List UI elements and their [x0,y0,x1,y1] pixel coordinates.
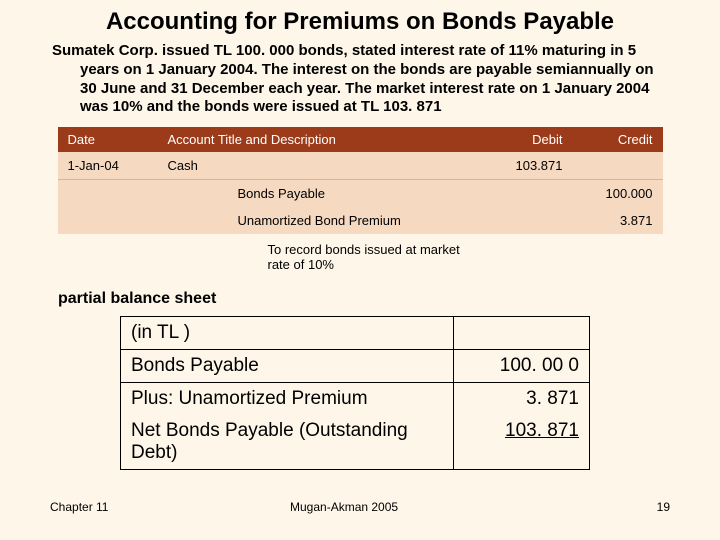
cell-credit: 3.871 [573,207,663,234]
footer-chapter: Chapter 11 [50,500,108,514]
cell-debit: 103.871 [483,152,573,180]
table-row: Unamortized Bond Premium 3.871 [58,207,663,234]
balance-header-val [454,317,590,350]
col-desc: Account Title and Description [158,127,483,152]
cell-debit [483,207,573,234]
balance-table: (in TL ) Bonds Payable 100. 00 0 Plus: U… [120,316,590,470]
table-row: Net Bonds Payable (Outstanding Debt) 103… [121,415,590,470]
table-row: (in TL ) [121,317,590,350]
cell-date [58,180,158,208]
cell-debit [483,180,573,208]
balance-header: (in TL ) [121,317,454,350]
journal-memo: To record bonds issued at market rate of… [158,234,483,280]
balance-val: 3. 871 [454,383,590,416]
journal-header-row: Date Account Title and Description Debit… [58,127,663,152]
cell-credit [573,152,663,180]
col-debit: Debit [483,127,573,152]
cell-credit: 100.000 [573,180,663,208]
page-title: Accounting for Premiums on Bonds Payable [50,8,670,36]
footer-page-number: 19 [657,500,670,514]
journal-memo-row: To record bonds issued at market rate of… [58,234,663,280]
balance-val: 100. 00 0 [454,350,590,383]
balance-label: Bonds Payable [121,350,454,383]
table-row: Plus: Unamortized Premium 3. 871 [121,383,590,416]
cell-date [58,207,158,234]
cell-desc: Cash [158,152,483,180]
table-row: Bonds Payable 100. 00 0 [121,350,590,383]
table-row: 1-Jan-04 Cash 103.871 [58,152,663,180]
balance-label: Net Bonds Payable (Outstanding Debt) [121,415,454,470]
cell-date: 1-Jan-04 [58,152,158,180]
balance-val: 103. 871 [454,415,590,470]
table-row: Bonds Payable 100.000 [58,180,663,208]
balance-label: Plus: Unamortized Premium [121,383,454,416]
cell-desc: Bonds Payable [158,180,483,208]
cell-desc: Unamortized Bond Premium [158,207,483,234]
footer-author: Mugan-Akman 2005 [290,500,398,514]
col-date: Date [58,127,158,152]
partial-balance-label: partial balance sheet [58,290,670,308]
body-text: Sumatek Corp. issued TL 100. 000 bonds, … [52,42,670,117]
col-credit: Credit [573,127,663,152]
journal-table: Date Account Title and Description Debit… [58,127,663,280]
